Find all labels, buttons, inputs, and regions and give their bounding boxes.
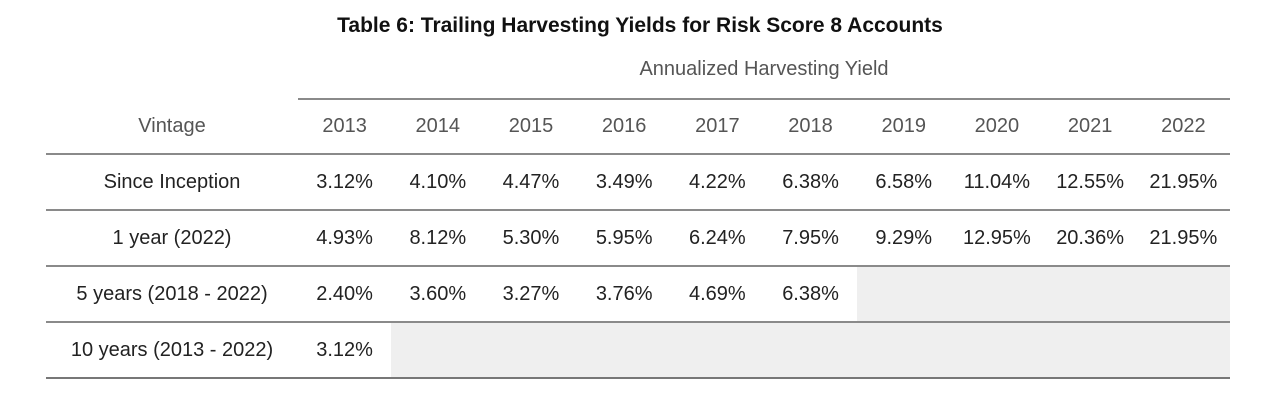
column-header-year: 2022 <box>1136 99 1230 155</box>
yield-cell: 7.95% <box>763 210 858 267</box>
yield-cell: 4.10% <box>391 154 485 211</box>
yield-cell: 9.29% <box>857 210 951 267</box>
yield-cell: 6.38% <box>763 266 858 323</box>
column-spanner-label: Annualized Harvesting Yield <box>639 58 889 80</box>
table-title: Table 6: Trailing Harvesting Yields for … <box>337 14 943 37</box>
row-label: 5 years (2018 - 2022) <box>46 266 299 323</box>
yield-cell: 3.60% <box>391 266 485 323</box>
empty-cell <box>484 322 578 379</box>
column-header-year: 2014 <box>391 99 485 155</box>
empty-cell <box>670 322 764 379</box>
yield-cell: 21.95% <box>1136 210 1230 267</box>
yield-cell: 3.27% <box>484 266 578 323</box>
yield-cell: 3.49% <box>577 154 671 211</box>
header-row: Vintage 2013 2014 2015 2016 2017 2018 20… <box>46 99 1230 155</box>
yield-cell: 3.12% <box>298 154 392 211</box>
empty-cell <box>950 322 1044 379</box>
yield-cell: 20.36% <box>1043 210 1137 267</box>
yield-cell: 4.22% <box>670 154 764 211</box>
column-header-year: 2016 <box>577 99 671 155</box>
yield-cell: 6.24% <box>670 210 764 267</box>
empty-cell <box>857 266 951 323</box>
column-header-year: 2020 <box>950 99 1044 155</box>
yield-cell: 3.12% <box>298 322 392 379</box>
column-header-year: 2013 <box>298 99 392 155</box>
harvesting-yield-table: Vintage 2013 2014 2015 2016 2017 2018 20… <box>46 99 1230 379</box>
yield-cell: 12.95% <box>950 210 1044 267</box>
yield-cell: 5.95% <box>577 210 671 267</box>
empty-cell <box>1136 322 1230 379</box>
yield-cell: 5.30% <box>484 210 578 267</box>
column-header-year: 2015 <box>484 99 578 155</box>
yield-cell: 2.40% <box>298 266 392 323</box>
yield-cell: 4.47% <box>484 154 578 211</box>
row-label: 10 years (2013 - 2022) <box>46 322 299 379</box>
table-row: 5 years (2018 - 2022) 2.40% 3.60% 3.27% … <box>46 266 1230 323</box>
column-header-year: 2021 <box>1043 99 1137 155</box>
yield-cell: 4.93% <box>298 210 392 267</box>
column-header-year: 2018 <box>763 99 858 155</box>
column-header-year: 2017 <box>670 99 764 155</box>
column-header-vintage: Vintage <box>46 99 299 155</box>
yield-cell: 8.12% <box>391 210 485 267</box>
yield-cell: 6.38% <box>763 154 858 211</box>
row-label: Since Inception <box>46 154 299 211</box>
empty-cell <box>1136 266 1230 323</box>
yield-cell: 6.58% <box>857 154 951 211</box>
yield-cell: 4.69% <box>670 266 764 323</box>
table-row: Since Inception 3.12% 4.10% 4.47% 3.49% … <box>46 154 1230 211</box>
empty-cell <box>950 266 1044 323</box>
empty-cell <box>391 322 485 379</box>
yield-cell: 21.95% <box>1136 154 1230 211</box>
empty-cell <box>1043 266 1137 323</box>
empty-cell <box>857 322 951 379</box>
yield-cell: 3.76% <box>577 266 671 323</box>
yield-cell: 12.55% <box>1043 154 1137 211</box>
row-label: 1 year (2022) <box>46 210 299 267</box>
table-row: 10 years (2013 - 2022) 3.12% <box>46 322 1230 379</box>
column-header-year: 2019 <box>857 99 951 155</box>
table-row: 1 year (2022) 4.93% 8.12% 5.30% 5.95% 6.… <box>46 210 1230 267</box>
yield-cell: 11.04% <box>950 154 1044 211</box>
empty-cell <box>1043 322 1137 379</box>
empty-cell <box>763 322 858 379</box>
empty-cell <box>577 322 671 379</box>
